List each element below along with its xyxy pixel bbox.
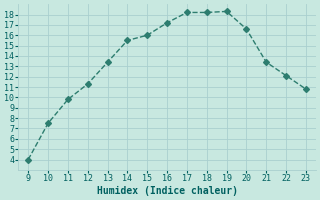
X-axis label: Humidex (Indice chaleur): Humidex (Indice chaleur) (97, 186, 237, 196)
